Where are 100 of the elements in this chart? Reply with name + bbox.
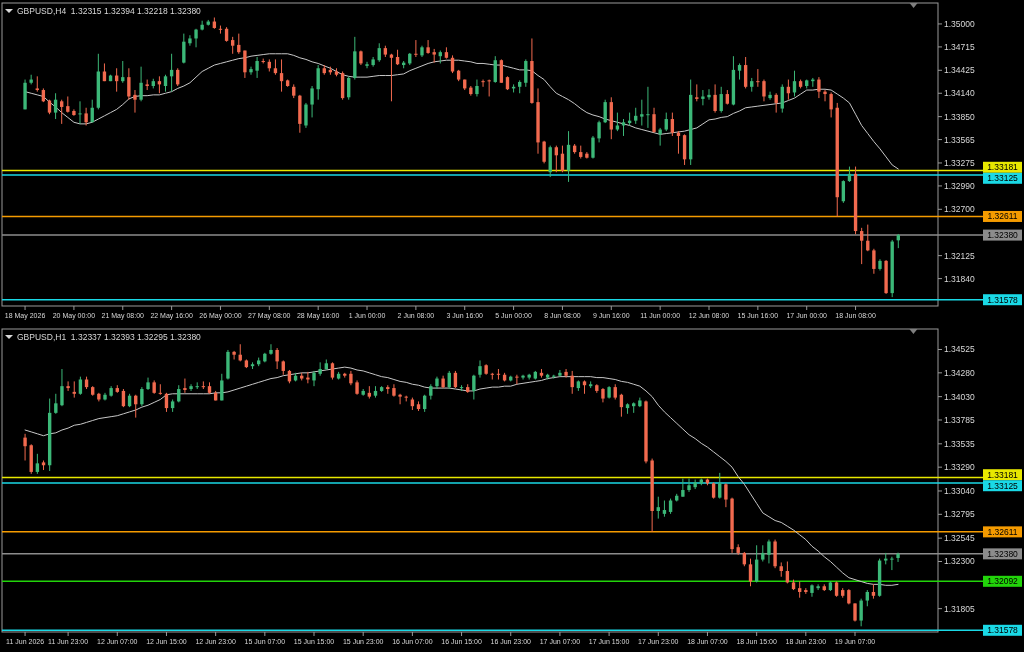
candlestick xyxy=(306,371,310,384)
candlestick xyxy=(829,91,833,118)
candlestick xyxy=(718,472,722,500)
candlestick xyxy=(499,58,504,84)
candlestick xyxy=(615,112,620,132)
candlestick xyxy=(597,120,601,143)
candlestick xyxy=(542,140,546,164)
candlestick xyxy=(890,556,894,571)
candlestick xyxy=(472,374,476,401)
y-tick-label: 1.32700 xyxy=(944,204,975,215)
candlestick xyxy=(524,58,528,88)
candlestick xyxy=(748,558,753,587)
candlestick xyxy=(398,393,402,405)
ref-line-label: 1.33125 xyxy=(987,480,1019,491)
candlestick xyxy=(872,248,876,275)
y-tick-label: 1.32545 xyxy=(944,533,975,544)
y-tick-label: 1.31840 xyxy=(944,273,975,284)
candlestick xyxy=(896,552,900,563)
candlestick xyxy=(515,374,519,385)
candlestick xyxy=(414,39,418,58)
candlestick xyxy=(158,383,163,396)
y-tick-label: 1.32300 xyxy=(944,556,975,567)
y-tick-label: 1.32125 xyxy=(944,250,975,261)
candlestick xyxy=(585,151,589,160)
candlestick xyxy=(823,89,827,102)
y-tick-label: 1.34140 xyxy=(944,88,975,99)
candlestick xyxy=(35,75,39,93)
y-tick-label: 1.33290 xyxy=(944,462,975,473)
ref-line-label: 1.32380 xyxy=(987,548,1019,559)
candlestick xyxy=(60,368,64,407)
y-tick-label: 1.32795 xyxy=(944,509,975,520)
candlestick xyxy=(743,56,748,89)
candlestick xyxy=(646,86,650,129)
y-tick-label: 1.33565 xyxy=(944,134,975,145)
candlestick xyxy=(140,386,144,407)
y-tick-label: 1.33275 xyxy=(944,157,975,168)
candlestick xyxy=(53,92,58,120)
candlestick xyxy=(701,89,705,106)
candlestick xyxy=(713,83,717,114)
candlestick xyxy=(188,34,192,47)
y-tick-label: 1.34715 xyxy=(944,41,975,52)
candlestick xyxy=(54,393,58,415)
candlestick xyxy=(139,66,143,102)
candlestick xyxy=(493,55,497,84)
candlestick xyxy=(189,383,193,392)
candlestick xyxy=(859,598,863,627)
candlestick xyxy=(817,76,821,99)
ref-line-label: 1.33181 xyxy=(987,469,1019,480)
candlestick xyxy=(767,539,771,564)
candlestick xyxy=(35,453,40,475)
ref-line-label: 1.32380 xyxy=(987,230,1019,241)
candlestick xyxy=(127,67,131,101)
candlestick xyxy=(762,79,766,102)
ref-line-label: 1.32092 xyxy=(987,576,1019,587)
candlestick xyxy=(564,368,568,379)
candlestick xyxy=(66,380,70,392)
candlestick xyxy=(194,28,198,48)
candlestick xyxy=(232,350,236,360)
y-tick-label: 1.34030 xyxy=(944,391,975,402)
candlestick xyxy=(853,602,857,623)
candlestick xyxy=(60,99,64,125)
y-tick-label: 1.31805 xyxy=(944,603,975,614)
candlestick xyxy=(182,33,186,64)
ref-line-label: 1.31578 xyxy=(987,294,1019,305)
candlestick xyxy=(640,99,644,126)
candlestick xyxy=(707,88,711,101)
candlestick xyxy=(133,89,137,114)
candlestick xyxy=(664,112,668,132)
candlestick xyxy=(481,79,485,88)
candlestick xyxy=(312,370,316,387)
ref-line-label: 1.31578 xyxy=(987,625,1019,636)
candlestick xyxy=(756,68,760,88)
candlestick xyxy=(670,112,675,137)
candlestick xyxy=(658,127,662,147)
candlestick xyxy=(475,79,479,97)
y-tick-label: 1.33535 xyxy=(944,438,975,449)
y-tick-label: 1.34280 xyxy=(944,367,975,378)
y-tick-label: 1.33040 xyxy=(944,485,975,496)
y-tick-label: 1.33850 xyxy=(944,111,975,122)
candlestick xyxy=(768,91,772,101)
candlestick xyxy=(478,359,482,379)
candlestick xyxy=(859,227,864,265)
candlestick xyxy=(774,92,778,114)
chart-title: GBPUSD,H1 1.32337 1.32393 1.32295 1.32380 xyxy=(17,332,202,342)
candlestick xyxy=(496,368,501,380)
candlestick xyxy=(249,66,253,76)
candlestick xyxy=(365,61,369,69)
candlestick xyxy=(269,343,273,356)
candlestick xyxy=(316,64,320,101)
candlestick xyxy=(780,83,784,114)
candlestick xyxy=(243,50,247,79)
candlestick xyxy=(724,482,728,508)
candlestick xyxy=(310,85,314,118)
chart-title: GBPUSD,H4 1.32315 1.32394 1.32218 1.32380 xyxy=(17,6,202,16)
candlestick xyxy=(304,102,308,129)
candlestick xyxy=(183,378,187,394)
candlestick xyxy=(275,347,279,370)
candlestick xyxy=(72,380,76,399)
candlestick xyxy=(652,107,656,134)
y-tick-label: 1.34525 xyxy=(944,344,975,355)
